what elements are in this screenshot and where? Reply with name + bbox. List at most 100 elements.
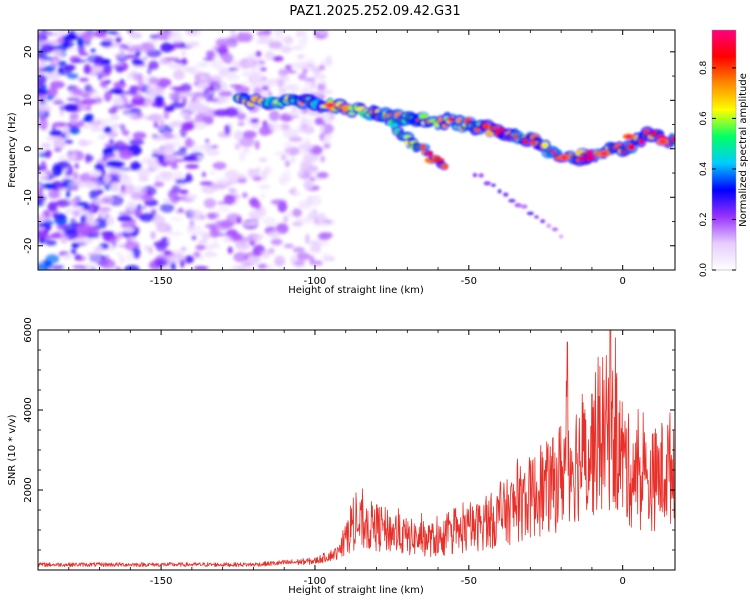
noise-blob — [133, 72, 142, 82]
noise-blob — [323, 135, 330, 144]
noise-blob — [322, 80, 327, 87]
noise-blob — [93, 30, 107, 38]
noise-blob — [182, 57, 187, 66]
noise-blob — [295, 30, 301, 38]
noise-blob — [275, 223, 289, 235]
noise-blob — [276, 79, 285, 88]
noise-blob — [80, 214, 87, 225]
noise-blob — [67, 73, 79, 79]
spectrogram-signal-ridge — [232, 92, 675, 239]
noise-blob — [269, 110, 280, 122]
noise-blob — [148, 245, 153, 255]
noise-blob — [120, 184, 126, 193]
noise-blob — [218, 90, 233, 98]
noise-blob — [47, 87, 58, 97]
noise-blob — [298, 142, 314, 151]
noise-blob — [247, 168, 259, 179]
noise-blob — [38, 213, 47, 223]
colorbar-tick-label: 0.4 — [699, 162, 709, 177]
noise-blob — [181, 51, 186, 56]
noise-blob — [292, 247, 305, 253]
spectrogram-x-label: Height of straight line (km) — [288, 285, 424, 296]
noise-blob — [129, 138, 145, 146]
noise-blob — [213, 239, 219, 245]
noise-blob — [300, 161, 314, 173]
noise-blob — [296, 54, 306, 59]
noise-blob — [154, 86, 165, 96]
noise-blob — [109, 159, 123, 169]
faint-trail — [472, 172, 478, 178]
noise-blob — [292, 105, 297, 112]
y-tick-label: 2000 — [23, 477, 34, 502]
noise-blob — [290, 187, 297, 196]
noise-blob — [45, 72, 60, 81]
noise-blob — [62, 38, 69, 49]
x-tick-label: -50 — [461, 276, 477, 287]
noise-blob — [51, 212, 67, 219]
y-tick-label: 4000 — [23, 397, 34, 422]
noise-blob — [216, 206, 231, 212]
noise-blob — [207, 213, 217, 220]
noise-blob — [313, 91, 323, 98]
noise-blob — [194, 113, 209, 122]
x-tick-label: -50 — [461, 576, 477, 587]
noise-blob — [122, 129, 130, 136]
noise-blob — [277, 201, 288, 213]
noise-blob — [319, 59, 333, 65]
noise-blob — [264, 37, 273, 42]
noise-blob — [103, 90, 112, 102]
noise-blob — [69, 126, 80, 135]
noise-blob — [38, 107, 46, 117]
faint-trail — [483, 181, 491, 186]
noise-blob — [132, 247, 141, 258]
noise-blob — [163, 250, 172, 256]
noise-blob — [38, 165, 41, 173]
faint-trail — [534, 215, 539, 219]
noise-blob — [182, 91, 195, 97]
noise-blob — [119, 79, 125, 84]
noise-blob — [295, 192, 302, 196]
noise-blob — [196, 97, 205, 103]
snr-x-ticks: -150 -100 -50 0 — [37, 330, 654, 587]
noise-blob — [186, 41, 200, 47]
noise-blob — [267, 231, 281, 239]
noise-blob — [71, 88, 84, 96]
noise-blob — [179, 146, 188, 152]
faint-trail — [520, 204, 528, 209]
noise-blob — [298, 73, 307, 81]
noise-blob — [62, 34, 79, 41]
noise-blob — [109, 138, 114, 145]
noise-blob — [87, 180, 93, 188]
noise-blob — [88, 170, 102, 177]
noise-blob — [93, 218, 108, 229]
ridge-core — [420, 144, 426, 151]
noise-blob — [173, 60, 184, 64]
faint-trail — [526, 211, 534, 216]
noise-blob — [109, 237, 120, 243]
noise-blob — [53, 49, 64, 56]
noise-blob — [194, 121, 207, 130]
ridge-core — [474, 127, 481, 133]
noise-blob — [233, 252, 248, 263]
noise-blob — [270, 238, 283, 246]
noise-blob — [155, 175, 160, 181]
noise-blob — [199, 181, 213, 186]
noise-blob — [228, 188, 237, 194]
noise-blob — [224, 171, 238, 178]
noise-blob — [86, 226, 94, 235]
noise-blob — [278, 88, 288, 92]
noise-blob — [137, 81, 146, 90]
faint-trail — [558, 234, 564, 239]
noise-blob — [57, 155, 66, 160]
noise-blob — [153, 121, 159, 129]
noise-blob — [320, 232, 333, 239]
noise-blob — [108, 244, 115, 252]
ridge-core — [521, 139, 531, 144]
noise-blob — [152, 136, 167, 141]
noise-blob — [144, 244, 149, 252]
noise-blob — [170, 194, 180, 204]
noise-blob — [117, 124, 126, 128]
noise-blob — [249, 197, 259, 207]
noise-blob — [236, 112, 247, 121]
